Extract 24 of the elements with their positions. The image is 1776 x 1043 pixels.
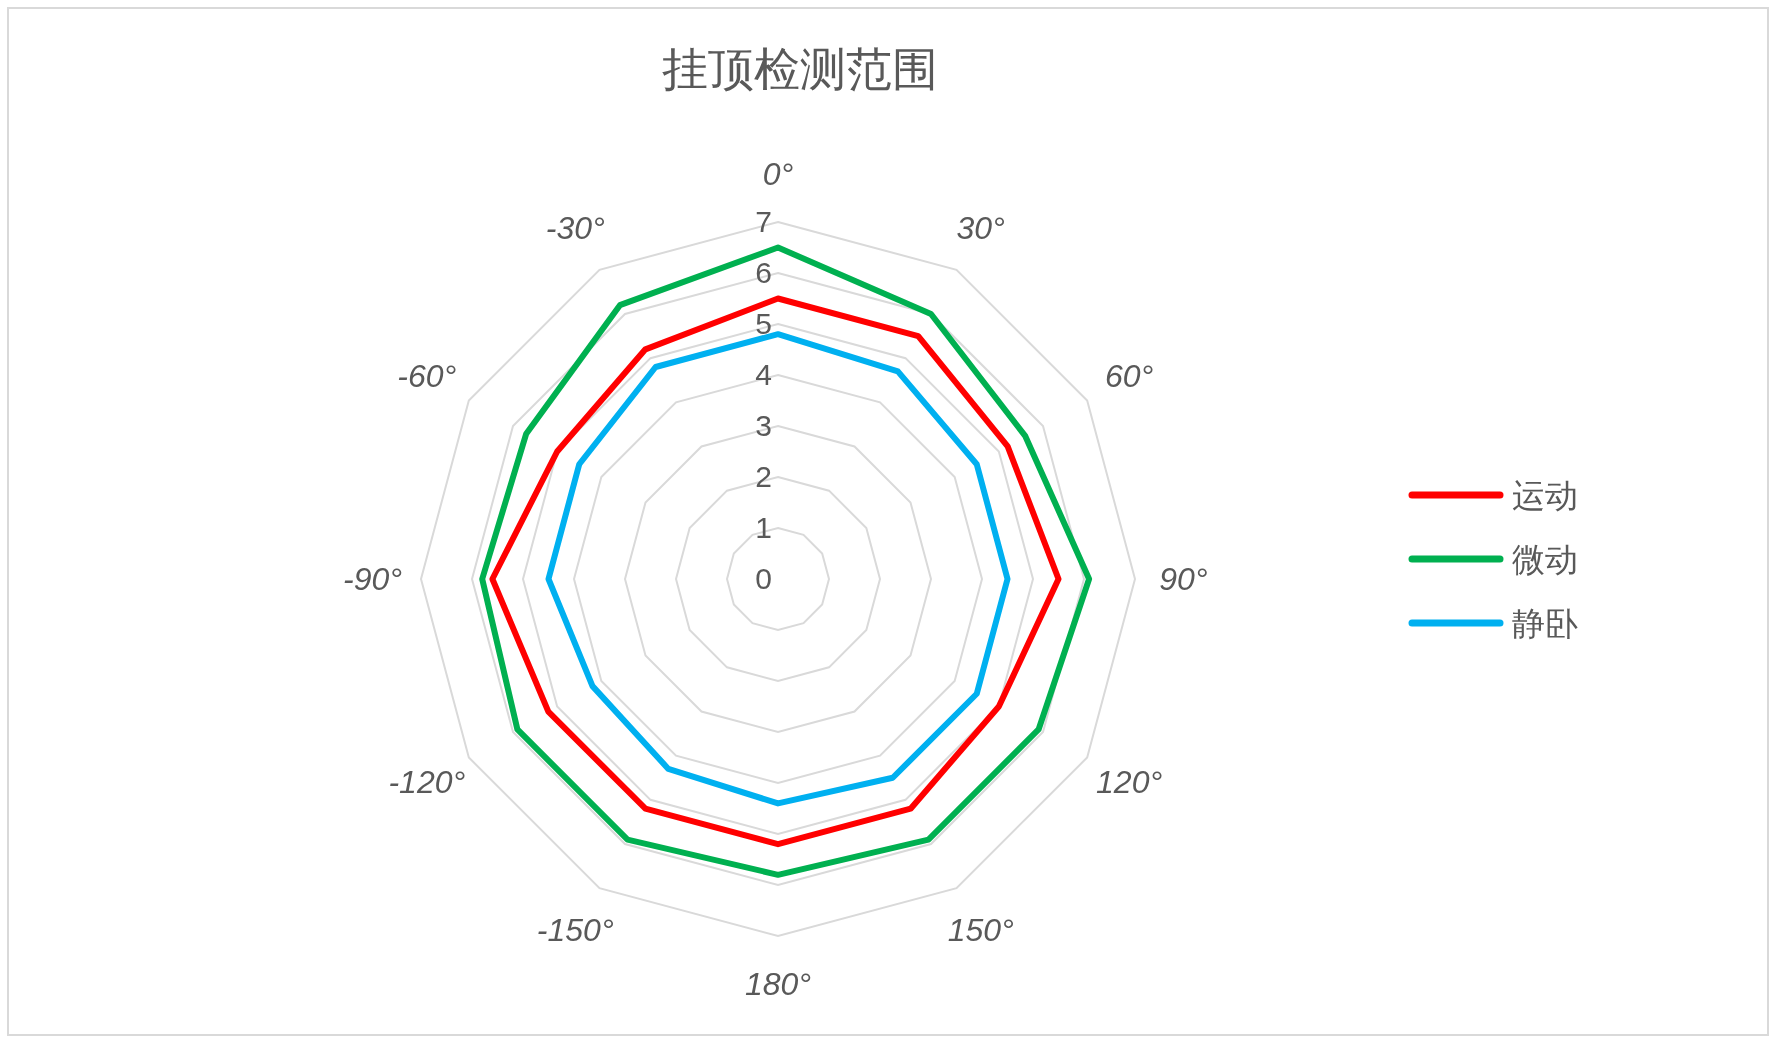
spoke-label: 90° xyxy=(1159,561,1208,597)
y-tick-label: 6 xyxy=(755,256,772,289)
spoke-label: 120° xyxy=(1096,763,1163,800)
spoke-label: -60° xyxy=(397,358,457,395)
y-tick-label: 1 xyxy=(755,511,772,544)
y-tick-label: 2 xyxy=(755,460,772,493)
legend-label: 运动 xyxy=(1512,477,1578,514)
y-tick-label: 7 xyxy=(755,205,772,238)
spoke-label: 180° xyxy=(744,966,812,1003)
spoke-label: 30° xyxy=(956,209,1006,246)
y-tick-label: 0 xyxy=(755,562,772,595)
spoke-label: 150° xyxy=(947,912,1015,949)
y-tick-label: 3 xyxy=(755,409,772,442)
spoke-label: -120° xyxy=(388,763,466,800)
chart-title: 挂顶检测范围 xyxy=(662,43,938,95)
legend-label: 静卧 xyxy=(1512,605,1578,642)
spoke-label: -150° xyxy=(536,912,614,949)
spoke-label: 0° xyxy=(762,155,794,192)
y-tick-label: 4 xyxy=(755,358,772,391)
spoke-label: -90° xyxy=(343,561,403,597)
legend-label: 微动 xyxy=(1512,541,1578,578)
spoke-label: 60° xyxy=(1104,358,1154,395)
y-tick-label: 5 xyxy=(755,307,772,340)
spoke-label: -30° xyxy=(545,209,605,246)
